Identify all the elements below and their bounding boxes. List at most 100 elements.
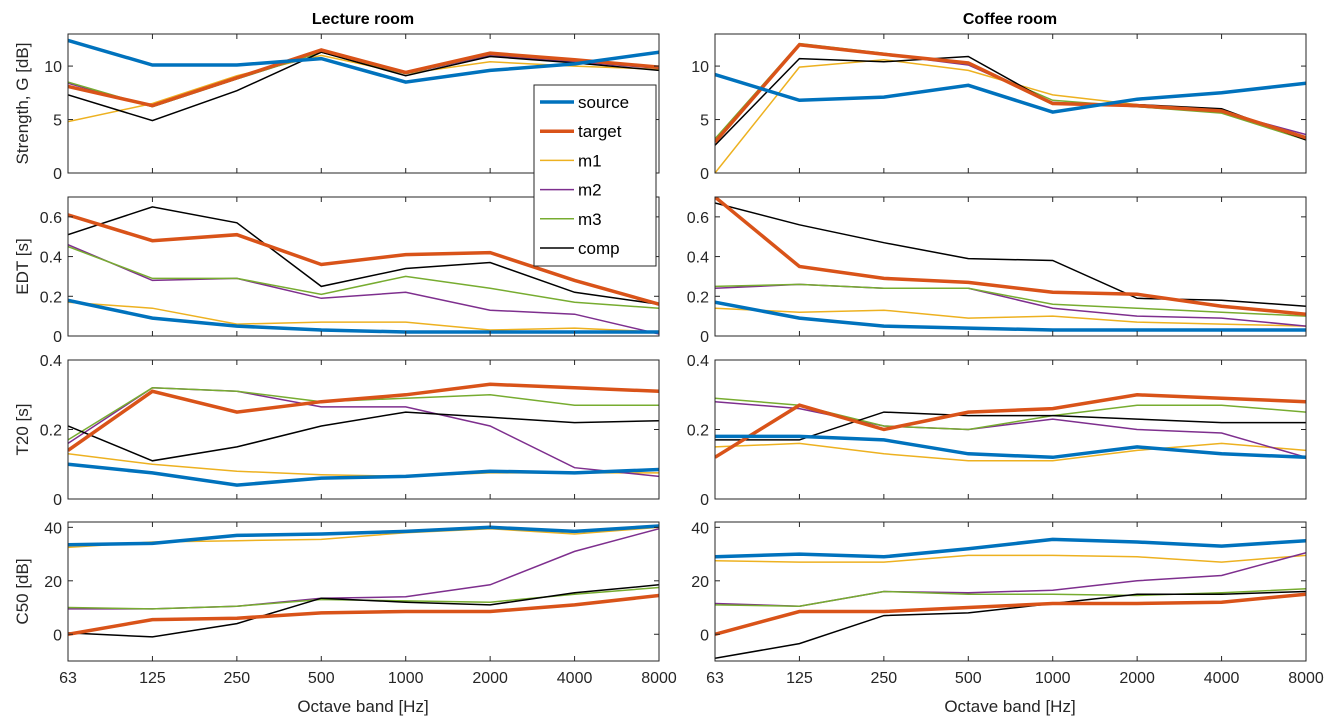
y-tick-label: 0.2 (40, 423, 62, 440)
lecture-room-xlabel: Octave band [Hz] (297, 697, 428, 716)
legend-label-m3: m3 (578, 210, 602, 229)
y-tick-label: 0 (700, 627, 709, 644)
x-tick-label: 8000 (641, 670, 677, 687)
series-line-m2 (68, 387, 659, 478)
y-axis-label: Strength, G [dB] (13, 43, 32, 165)
series-line-target (715, 197, 1306, 316)
x-tick-label: 500 (308, 670, 335, 687)
y-tick-label: 0.4 (687, 250, 709, 267)
x-tick-label: 125 (139, 670, 166, 687)
series-line-target (68, 213, 659, 306)
series-line-source (68, 524, 659, 547)
series-lines (715, 393, 1306, 462)
y-tick-label: 0.6 (40, 210, 62, 227)
series-line-target (715, 592, 1306, 636)
series-lines (68, 524, 659, 638)
axes-box (67, 521, 660, 662)
x-tick-label: 63 (706, 670, 724, 687)
coffee-room-title: Coffee room (963, 11, 1057, 28)
series-line-target (715, 42, 1306, 144)
y-axis-label: EDT [s] (13, 238, 32, 294)
series-line-target (68, 382, 659, 452)
x-tick-label: 63 (59, 670, 77, 687)
y-tick-label: 0 (53, 492, 62, 509)
y-tick-label: 0 (53, 166, 62, 183)
series-line-m2 (715, 551, 1306, 607)
series-lines (715, 537, 1306, 660)
series-line-comp (68, 411, 659, 462)
y-axis-label: T20 [s] (13, 404, 32, 456)
axes-box (714, 196, 1307, 337)
series-line-m1 (68, 301, 659, 333)
axes-box (714, 33, 1307, 174)
x-tick-label: 250 (224, 670, 251, 687)
series-line-target (68, 593, 659, 637)
panel-coffee-room-edt: 0 0.2 0.4 0.6 (687, 196, 1307, 346)
series-line-source (68, 38, 659, 84)
series-line-source (715, 434, 1306, 460)
x-tick-label: 125 (786, 670, 813, 687)
y-tick-label: 10 (691, 59, 709, 76)
panel-coffee-room-t20: 0 0.2 0.4 (687, 353, 1307, 509)
axes-box (67, 196, 660, 337)
y-tick-label: 40 (691, 520, 709, 537)
panel-lecture-room-edt: 0 0.2 0.4 0.6 EDT [s] (13, 196, 660, 346)
panel-lecture-room-t20: 0 0.2 0.4 T20 [s] (13, 353, 660, 509)
series-line-m3 (715, 283, 1306, 317)
y-tick-label: 0 (53, 627, 62, 644)
series-line-m3 (715, 588, 1306, 607)
legend-label-source: source (578, 93, 629, 112)
series-lines (715, 42, 1306, 173)
series-line-source (68, 462, 659, 487)
y-tick-label: 0.4 (687, 353, 709, 370)
y-axis-label: C50 [dB] (13, 558, 32, 624)
series-line-comp (715, 202, 1306, 307)
series-line-m1 (715, 442, 1306, 462)
series-line-m1 (715, 58, 1306, 173)
legend-label-m2: m2 (578, 181, 602, 200)
x-tick-label: 250 (871, 670, 898, 687)
series-line-m1 (715, 554, 1306, 563)
legend: source target m1 m2 m3 comp (533, 84, 657, 267)
y-tick-label: 0.2 (40, 289, 62, 306)
series-line-m3 (68, 245, 659, 309)
axes-box (714, 359, 1307, 500)
y-tick-label: 20 (44, 574, 62, 591)
x-tick-label: 2000 (1119, 670, 1155, 687)
y-tick-label: 0.6 (687, 210, 709, 227)
y-tick-label: 0 (700, 166, 709, 183)
series-line-m2 (68, 527, 659, 610)
series-line-comp (715, 590, 1306, 660)
x-tick-label: 4000 (1204, 670, 1240, 687)
series-line-source (715, 300, 1306, 332)
series-line-source (715, 537, 1306, 559)
y-tick-label: 20 (691, 574, 709, 591)
lecture-room-title: Lecture room (312, 11, 414, 28)
y-tick-label: 0.2 (687, 423, 709, 440)
series-line-target (715, 393, 1306, 459)
series-line-target (68, 48, 659, 108)
legend-label-comp: comp (578, 239, 620, 258)
panel-lecture-room-strength: 0 5 10 Strength, G [dB] (13, 33, 660, 183)
series-lines (68, 382, 659, 487)
legend-label-m1: m1 (578, 151, 602, 170)
x-tick-label: 4000 (557, 670, 593, 687)
x-tick-label: 500 (955, 670, 982, 687)
panel-lecture-room-c50: 63 125 250 500 1000 2000 4000 8000 0 20 40 C50 [dB] (13, 520, 677, 687)
series-line-m1 (715, 307, 1306, 327)
y-tick-label: 5 (700, 113, 709, 130)
series-line-m3 (68, 387, 659, 441)
series-lines (68, 206, 659, 335)
series-line-comp (715, 55, 1306, 146)
series-lines (68, 38, 659, 123)
series-line-m2 (715, 400, 1306, 459)
panel-coffee-room-c50: 63 125 250 500 1000 2000 4000 8000 0 20 40 (691, 520, 1324, 687)
x-tick-label: 8000 (1288, 670, 1324, 687)
series-line-source (715, 72, 1306, 114)
y-tick-label: 0.2 (687, 289, 709, 306)
series-line-source (68, 298, 659, 334)
x-tick-label: 1000 (1035, 670, 1071, 687)
y-tick-label: 5 (53, 113, 62, 130)
y-tick-label: 0 (700, 492, 709, 509)
